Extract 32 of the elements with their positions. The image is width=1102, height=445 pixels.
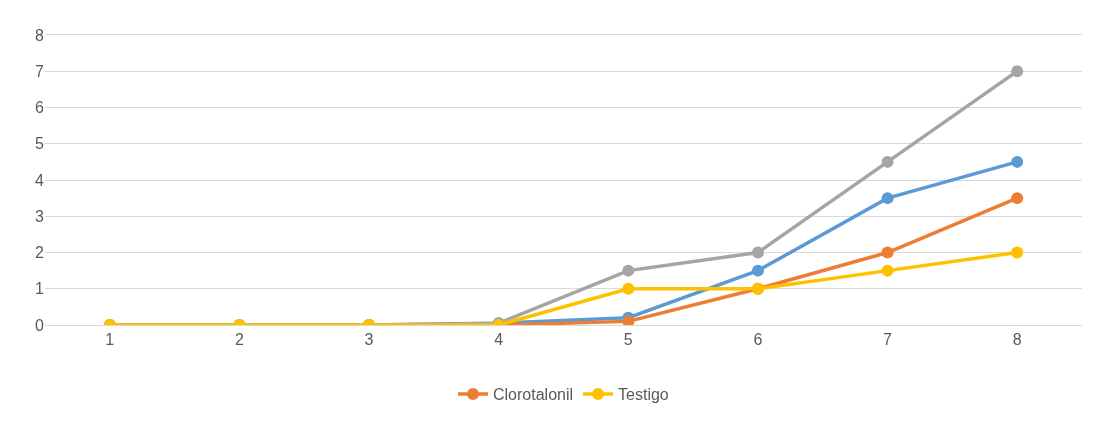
x-tick-label: 7: [883, 331, 893, 349]
point: [622, 264, 635, 277]
y-tick-label: 0: [35, 316, 45, 334]
y-tick-label: 3: [35, 207, 45, 225]
point: [751, 264, 764, 277]
y-tick-label: 6: [35, 99, 45, 117]
point: [1011, 246, 1024, 259]
y-tick-label: 2: [35, 244, 45, 262]
x-tick-label: 3: [364, 331, 374, 349]
point: [622, 282, 635, 295]
y-tick-label: 7: [35, 62, 45, 80]
x-tick-label: 1: [105, 331, 115, 349]
x-tick-label: 4: [494, 331, 504, 349]
y-tick-label: 4: [35, 171, 45, 189]
x-tick-label: 8: [1012, 331, 1022, 349]
x-tick-label: 5: [623, 331, 633, 349]
x-tick-label: 6: [753, 331, 763, 349]
legend-label: Testigo: [618, 386, 669, 404]
point: [1011, 155, 1024, 168]
point: [622, 315, 635, 325]
y-tick-label: 8: [35, 26, 45, 44]
point: [881, 264, 894, 277]
point: [751, 246, 764, 259]
point: [1011, 192, 1024, 205]
y-tick-label: 5: [35, 135, 45, 153]
x-tick-label: 2: [234, 331, 244, 349]
point: [881, 192, 894, 205]
point: [1011, 65, 1024, 78]
point: [881, 246, 894, 259]
legend-label: Clorotalonil: [493, 386, 574, 404]
point: [881, 155, 894, 168]
y-tick-label: 1: [35, 280, 45, 298]
